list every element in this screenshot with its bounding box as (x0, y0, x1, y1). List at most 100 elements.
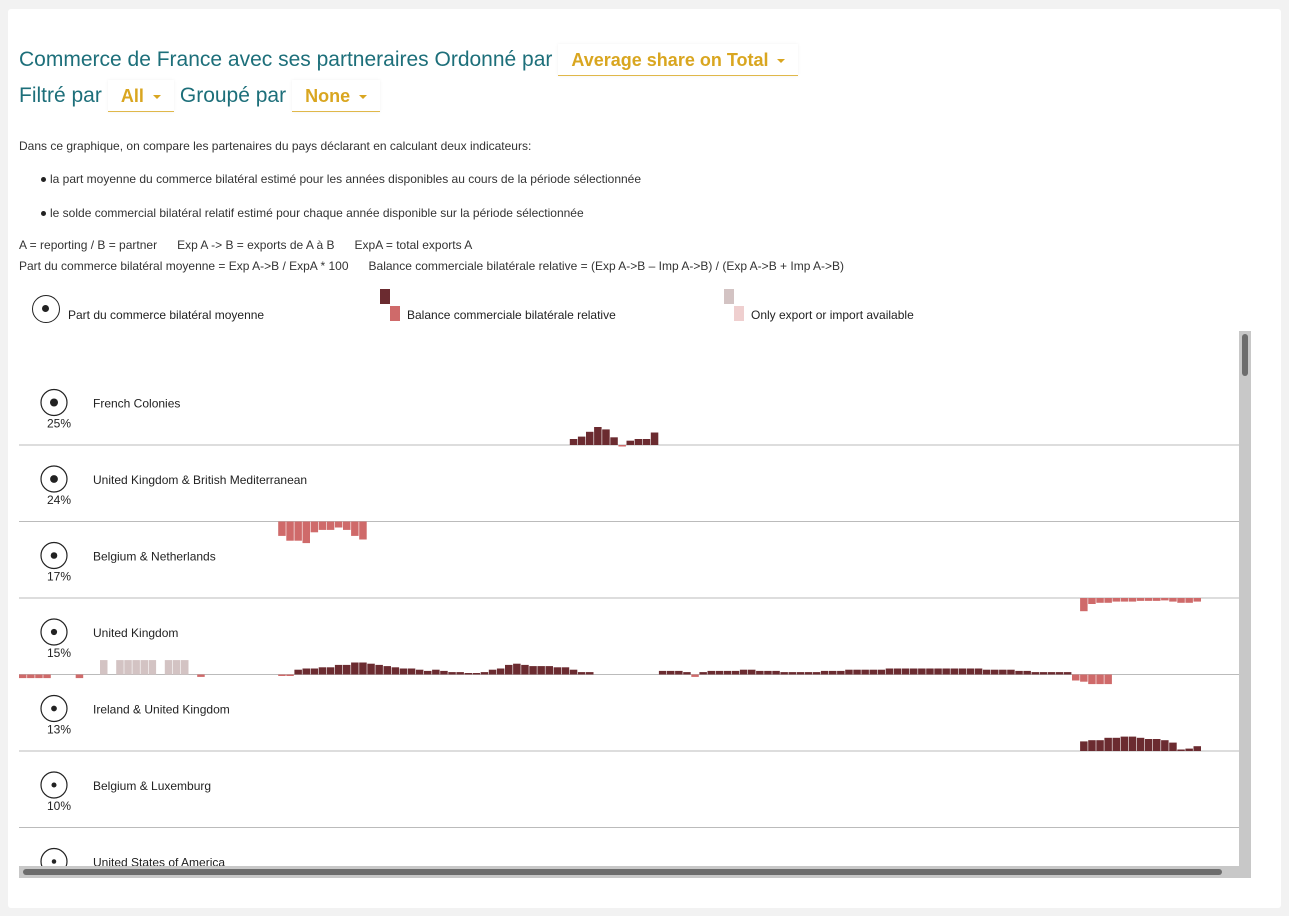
balance-bar (910, 668, 918, 675)
balance-bar (780, 672, 788, 675)
balance-bar (1088, 598, 1096, 604)
balance-bar (667, 670, 675, 675)
balance-bar (488, 669, 497, 675)
partial-bar (172, 660, 181, 675)
balance-bar (691, 674, 699, 677)
order-by-dropdown[interactable]: Average share on Total (558, 44, 799, 76)
balance-bar (1088, 674, 1096, 685)
horizontal-scrollbar-thumb[interactable] (23, 869, 1222, 875)
partner-name: Belgium & Luxemburg (93, 779, 211, 793)
balance-bar (278, 674, 286, 676)
balance-bar (1177, 749, 1185, 751)
balance-bar (1096, 740, 1104, 751)
balance-bar (318, 521, 327, 530)
partner-name: United Kingdom & British Mediterranean (93, 473, 307, 487)
balance-bar (375, 664, 383, 675)
description-definitions: A = reporting / B = partner Exp A -> B =… (19, 238, 473, 252)
balance-bar (764, 670, 772, 675)
balance-bar (1120, 736, 1129, 751)
balance-bar (999, 669, 1007, 675)
balance-bar (820, 670, 829, 675)
balance-bar (407, 668, 416, 675)
balance-bar (505, 664, 513, 675)
group-dropdown[interactable]: None (292, 80, 381, 112)
balance-bar (569, 669, 578, 675)
share-dot (51, 859, 57, 864)
balance-bar (1112, 598, 1120, 602)
partial-export-swatch (724, 289, 734, 304)
partial-bar (140, 660, 148, 675)
balance-bar (424, 670, 432, 675)
balance-bar (27, 674, 35, 679)
balance-bar (1088, 740, 1096, 751)
balance-bar (480, 672, 489, 675)
balance-bar (756, 670, 764, 675)
partner-name: Ireland & United Kingdom (93, 703, 230, 717)
description-formulas: Part du commerce bilatéral moyenne = Exp… (19, 259, 845, 273)
balance-bar (1039, 672, 1048, 675)
share-percent: 24% (47, 493, 71, 507)
balance-bar (351, 521, 359, 536)
balance-bar (415, 669, 424, 675)
share-percent: 17% (47, 570, 71, 584)
legend-partial-label: Only export or import available (751, 308, 914, 322)
page-title: Commerce de France avec ses partneraires… (19, 48, 553, 71)
balance-bar (432, 669, 440, 675)
balance-bar (294, 521, 302, 541)
partial-bar (116, 660, 124, 675)
balance-bar (343, 664, 351, 675)
balance-bar (19, 674, 27, 679)
group-value: None (305, 86, 351, 106)
balance-bar (1120, 598, 1129, 602)
share-percent: 25% (47, 417, 71, 431)
vertical-scrollbar[interactable] (1239, 331, 1251, 877)
balance-bar (456, 672, 464, 675)
balance-bar (1104, 674, 1112, 685)
balance-bar (634, 439, 643, 445)
balance-bar (569, 439, 578, 445)
balance-bar (310, 521, 319, 533)
share-dot (50, 552, 58, 559)
partner-name: French Colonies (93, 397, 180, 411)
balance-bar (1112, 737, 1120, 751)
balance-bar (991, 669, 999, 675)
partial-import-swatch (734, 306, 744, 321)
balance-bar (594, 427, 602, 445)
balance-bar (739, 669, 748, 675)
balance-bar (1104, 598, 1112, 603)
balance-bar (286, 674, 294, 676)
share-dot (51, 705, 57, 712)
partner-name: Belgium & Netherlands (93, 550, 216, 564)
balance-bar (1031, 672, 1039, 675)
balance-bar (950, 668, 958, 675)
horizontal-scrollbar[interactable] (19, 866, 1251, 878)
balance-bar (650, 432, 659, 445)
filter-value: All (120, 86, 144, 106)
balance-bar (367, 663, 375, 675)
balance-bar (334, 664, 343, 675)
balance-bar (1144, 598, 1153, 601)
balance-bar (934, 668, 942, 675)
partial-bar (148, 660, 157, 675)
balance-bar (391, 667, 400, 675)
balance-bar (853, 669, 861, 675)
chevron-down-icon (359, 94, 368, 99)
title-row-order: Commerce de France avec ses partneraires… (19, 44, 804, 76)
balance-bar (1023, 670, 1031, 675)
vertical-scrollbar-thumb[interactable] (1242, 334, 1248, 376)
balance-bar (1015, 670, 1023, 675)
balance-bar (577, 672, 586, 675)
balance-bar (521, 664, 529, 675)
balance-bar (610, 437, 618, 445)
balance-bar (294, 669, 302, 675)
balance-bar (496, 668, 505, 675)
chart-viewport[interactable]: 25% French Colonies 24% United Kingdom & Br… (19, 331, 1251, 879)
balance-bar (885, 668, 894, 675)
balance-bar (1177, 598, 1185, 603)
share-percent: 15% (47, 646, 71, 660)
balance-bar (286, 521, 294, 541)
filter-dropdown[interactable]: All (107, 80, 174, 112)
balance-bar (43, 674, 51, 679)
balance-bar (318, 667, 327, 675)
balance-bar (901, 668, 910, 675)
